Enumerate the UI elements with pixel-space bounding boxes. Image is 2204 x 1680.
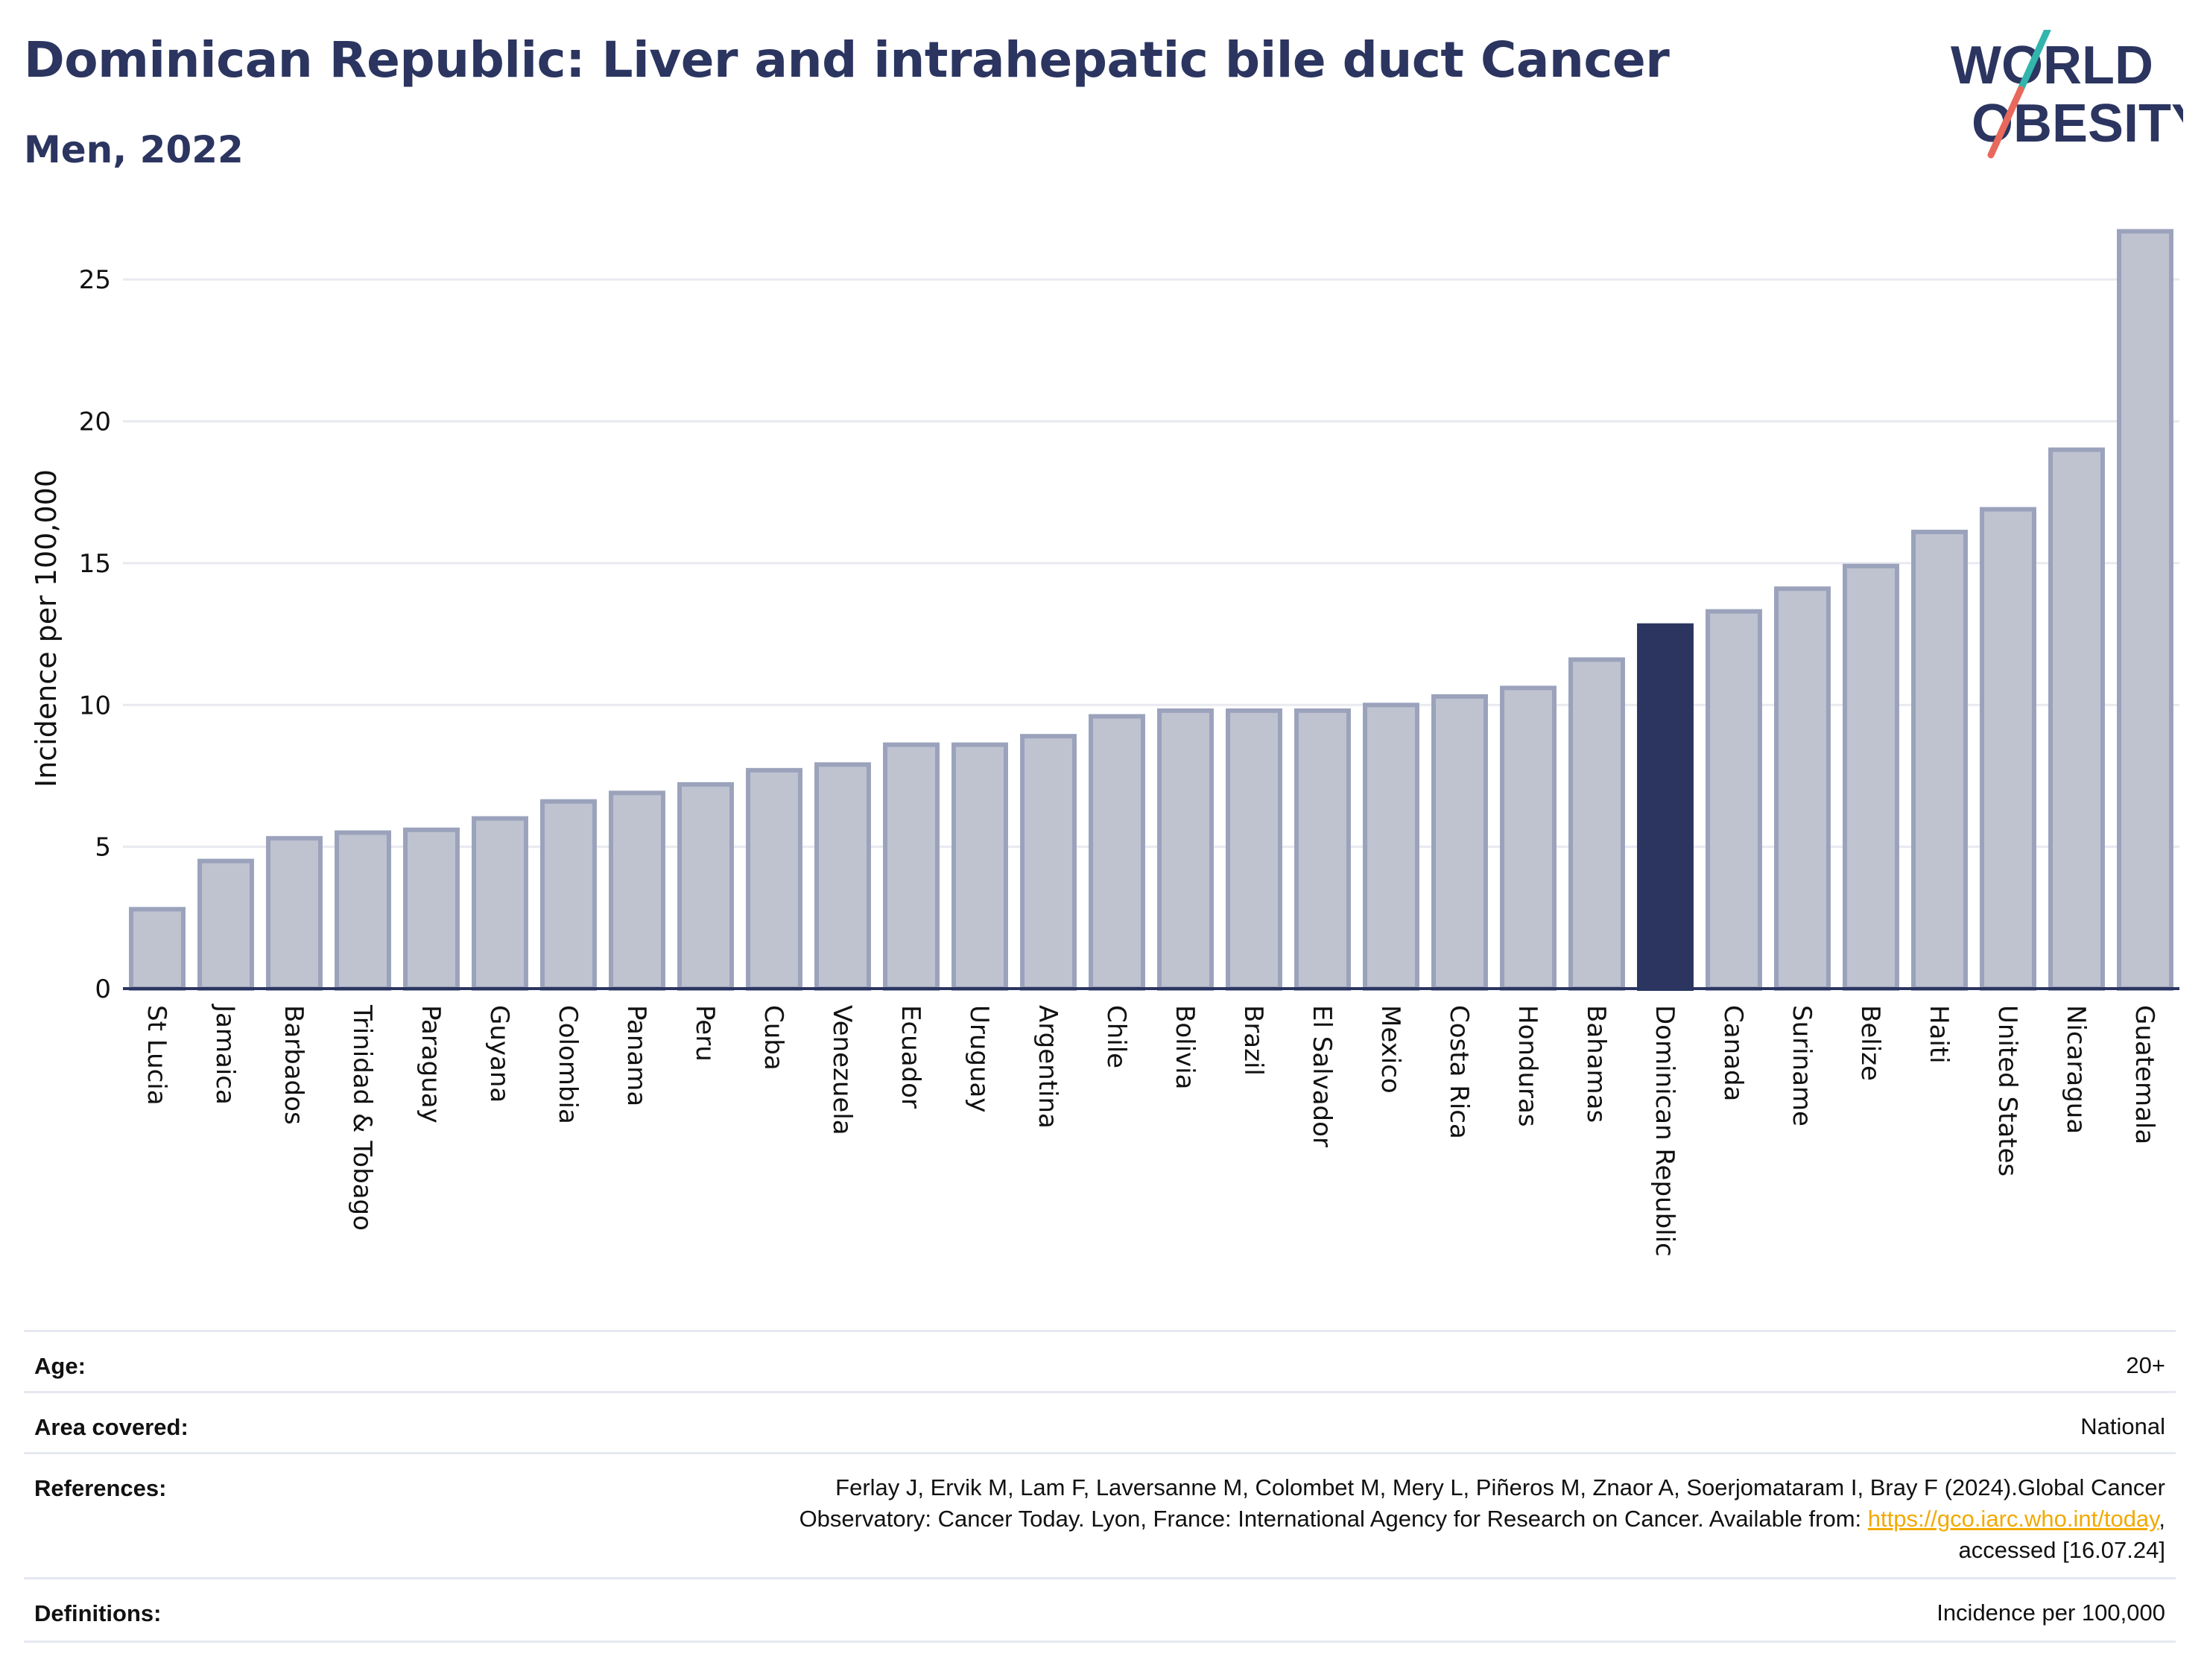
chart-subtitle: Men, 2022 xyxy=(24,128,244,171)
bar-chart: 0 5 10 15 20 25 Incidence per 100,000 St Lucia J… xyxy=(30,229,2179,1257)
x-tick-label: Canada xyxy=(1718,1005,1748,1101)
world-obesity-logo: WORLD OBESITY xyxy=(1951,30,2183,159)
bar-trinidad-tobago xyxy=(335,830,391,991)
references-link[interactable]: https://gco.iarc.who.int/today xyxy=(1867,1506,2159,1532)
x-tick-label: Venezuela xyxy=(827,1005,857,1135)
bar-costa-rica xyxy=(1431,694,1488,991)
bar-guatemala xyxy=(2117,229,2173,991)
bar-panama xyxy=(609,790,665,992)
definitions-value: Incidence per 100,000 xyxy=(1937,1600,2165,1626)
bar-bahamas xyxy=(1568,657,1625,992)
references-line-2-text: Observatory: Cancer Today. Lyon, France:… xyxy=(799,1506,1868,1532)
bar-cuba xyxy=(746,767,802,991)
x-tick-label: Belize xyxy=(1855,1005,1885,1081)
x-tick-label: Guatemala xyxy=(2129,1005,2159,1144)
x-tick-label: Chile xyxy=(1101,1005,1131,1068)
chart-title: Dominican Republic: Liver and intrahepat… xyxy=(24,31,1670,89)
x-tick-label: Costa Rica xyxy=(1444,1005,1474,1139)
x-tick-label: Brazil xyxy=(1238,1005,1268,1076)
x-tick-label: Uruguay xyxy=(964,1005,994,1113)
references-label: References: xyxy=(34,1475,167,1501)
bar-paraguay xyxy=(403,827,460,991)
bar-bolivia xyxy=(1157,708,1214,991)
x-tick-label: Bolivia xyxy=(1170,1005,1200,1089)
bar-ecuador xyxy=(883,742,940,991)
definitions-label: Definitions: xyxy=(34,1600,162,1626)
bar-canada xyxy=(1706,609,1762,992)
x-tick-label: United States xyxy=(1992,1005,2022,1176)
meta-row-references: References: Ferlay J, Ervik M, Lam F, La… xyxy=(24,1452,2176,1579)
y-tick-label: 5 xyxy=(95,833,111,863)
y-tick-label: 15 xyxy=(79,549,111,579)
bar-argentina xyxy=(1020,734,1077,991)
bar-guyana xyxy=(472,816,528,991)
x-tick-label: Guyana xyxy=(484,1005,514,1103)
logo-slash-top xyxy=(2017,30,2051,93)
y-tick-label: 25 xyxy=(79,265,111,295)
bar-venezuela xyxy=(814,762,871,991)
x-tick-label: Barbados xyxy=(279,1005,308,1125)
references-line-2-end: , xyxy=(2159,1506,2165,1532)
meta-row-definitions: Definitions: Incidence per 100,000 xyxy=(24,1577,2176,1643)
x-tick-label: Honduras xyxy=(1513,1005,1542,1127)
meta-row-age: Age: 20+ xyxy=(24,1330,2176,1393)
x-tick-label: Peru xyxy=(690,1005,720,1062)
bar-mexico xyxy=(1363,703,1419,991)
area-value: National xyxy=(2080,1413,2165,1439)
bar-suriname xyxy=(1774,586,1831,991)
x-tick-label: Jamaica xyxy=(210,1004,240,1105)
x-tick-label: St Lucia xyxy=(142,1005,171,1106)
y-tick-label: 0 xyxy=(95,974,111,1004)
x-tick-label: Dominican Republic xyxy=(1650,1005,1679,1257)
bar-uruguay xyxy=(951,742,1008,991)
bar-belize xyxy=(1843,563,1899,991)
bar-united-states xyxy=(1980,507,2036,991)
references-line-1: Ferlay J, Ervik M, Lam F, Laversanne M, … xyxy=(835,1474,2165,1500)
bar-chile xyxy=(1089,714,1145,991)
meta-row-area: Area covered: National xyxy=(24,1391,2176,1454)
bar-honduras xyxy=(1500,685,1557,991)
y-tick-label: 10 xyxy=(79,691,111,720)
logo-slash-bottom xyxy=(1987,86,2024,159)
x-tick-label: El Salvador xyxy=(1307,1005,1337,1147)
y-tick-label: 20 xyxy=(79,408,111,437)
bar-peru xyxy=(677,782,734,991)
x-tick-label: Suriname xyxy=(1787,1005,1817,1126)
bar-brazil xyxy=(1226,708,1282,991)
age-label: Age: xyxy=(34,1353,86,1379)
references-line-3: accessed [16.07.24] xyxy=(1958,1537,2165,1563)
bar-barbados xyxy=(266,836,323,992)
references-value: Ferlay J, Ervik M, Lam F, Laversanne M, … xyxy=(799,1472,2165,1566)
x-tick-label: Argentina xyxy=(1033,1005,1063,1129)
x-tick-label: Haiti xyxy=(1924,1005,1954,1064)
bar-colombia xyxy=(540,799,597,991)
x-tick-label: Trinidad & Tobago xyxy=(347,1004,377,1231)
x-tick-label: Paraguay xyxy=(416,1005,446,1123)
bar-dominican-republic xyxy=(1637,623,1694,991)
x-tick-label: Ecuador xyxy=(896,1005,925,1109)
bar-st-lucia xyxy=(129,907,186,991)
bar-jamaica xyxy=(197,858,254,991)
bar-el-salvador xyxy=(1294,708,1351,991)
x-tick-label: Colombia xyxy=(553,1005,583,1124)
bar-haiti xyxy=(1911,530,1968,991)
age-value: 20+ xyxy=(2126,1352,2165,1378)
x-tick-label: Panama xyxy=(621,1005,651,1106)
x-tick-label: Bahamas xyxy=(1581,1005,1611,1123)
x-tick-label: Nicaragua xyxy=(2061,1005,2091,1134)
x-tick-label: Cuba xyxy=(759,1005,788,1071)
x-tick-label: Mexico xyxy=(1375,1005,1405,1094)
references-line-2: Observatory: Cancer Today. Lyon, France:… xyxy=(799,1503,2165,1535)
logo-word-world: WORLD xyxy=(1951,36,2153,95)
area-label: Area covered: xyxy=(34,1414,189,1440)
bar-nicaragua xyxy=(2048,447,2105,991)
y-axis-label: Incidence per 100,000 xyxy=(30,469,63,787)
